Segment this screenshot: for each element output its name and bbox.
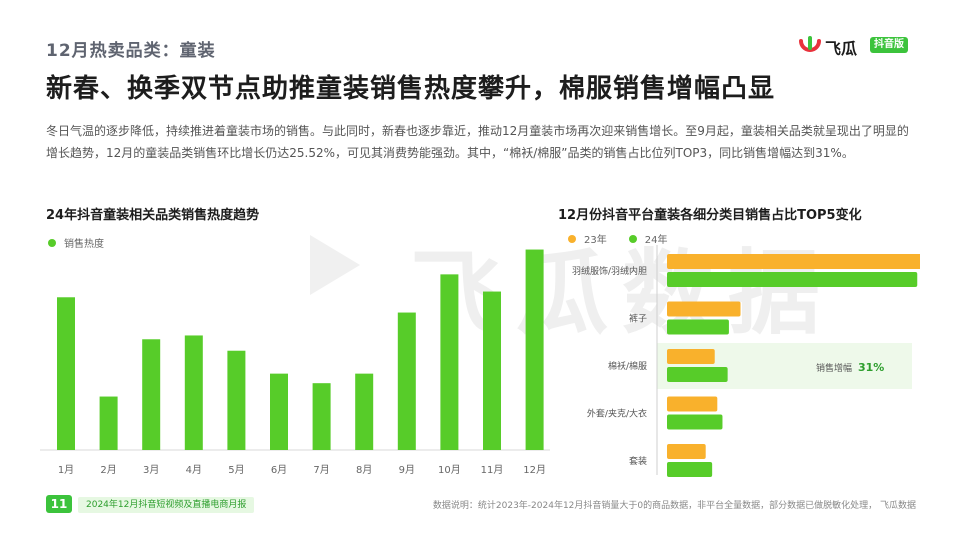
x-tick-label: 6月 xyxy=(271,464,287,476)
bar-24年-1 xyxy=(667,272,918,287)
bar-24年-3 xyxy=(667,367,728,382)
category-label: 裤子 xyxy=(629,313,647,325)
bar-9 xyxy=(397,312,416,450)
bar-4 xyxy=(184,335,203,450)
page-number: 11 xyxy=(46,495,72,513)
bar-5 xyxy=(227,350,246,450)
legend-label-2024: 24年 xyxy=(644,235,668,246)
right-chart-title: 12月份抖音平台童装各细分类目销售占比TOP5变化 xyxy=(558,208,862,223)
bar-6 xyxy=(270,373,288,450)
monthly-heat-chart: 1月 2月 3月 4月 5月 6月 7月 8月 9月 10月 11月 12月 xyxy=(40,249,550,476)
right-chart-legend: 23年 24年 xyxy=(568,231,689,246)
legend-dot-orange xyxy=(568,234,576,243)
report-name: 2024年12月抖音短视频及直播电商月报 xyxy=(78,497,255,513)
bar-12 xyxy=(525,249,544,450)
x-tick-label: 5月 xyxy=(228,464,244,476)
legend-dot-green-2 xyxy=(628,234,637,243)
bar-1 xyxy=(57,297,75,450)
bar-2 xyxy=(99,396,118,450)
bar-7 xyxy=(312,383,331,450)
brand-name: 飞瓜 xyxy=(825,39,858,58)
section-title: 12月热卖品类：童装 xyxy=(46,41,216,61)
bar-23年-4 xyxy=(667,396,718,412)
data-note: 数据说明：统计2023年-2024年12月抖音销量大于0的商品数据，非平台全量数… xyxy=(432,501,916,511)
brand-logo: 飞瓜 抖音版 xyxy=(798,34,918,58)
bar-23年-2 xyxy=(667,301,741,317)
annotation-label: 销售增幅 xyxy=(816,362,852,374)
left-chart-legend: 销售热度 xyxy=(48,235,104,250)
bar-8 xyxy=(355,373,374,450)
x-tick-label: 4月 xyxy=(186,464,202,476)
legend-label-2023: 23年 xyxy=(584,235,607,246)
bar-24年-4 xyxy=(667,414,723,430)
bar-23年-5 xyxy=(667,444,706,459)
bar-24年-2 xyxy=(667,319,729,335)
bar-23年-3 xyxy=(667,349,715,364)
legend-label-heat: 销售热度 xyxy=(64,239,104,250)
bar-24年-5 xyxy=(667,462,713,477)
category-label: 外套/夹克/大衣 xyxy=(587,408,647,420)
legend-item-2023: 23年 xyxy=(568,231,607,246)
x-tick-label: 7月 xyxy=(313,464,329,476)
bar-23年-1 xyxy=(667,254,920,269)
legend-dot-green xyxy=(48,238,56,247)
left-chart-title: 24年抖音童装相关品类销售热度趋势 xyxy=(46,208,260,223)
x-tick-label: 9月 xyxy=(399,464,415,476)
page-headline: 新春、换季双节点助推童装销售热度攀升，棉服销售增幅凸显 xyxy=(46,74,776,104)
legend-item-2024: 24年 xyxy=(628,231,668,246)
brand-badge: 抖音版 xyxy=(870,37,908,53)
x-tick-label: 10月 xyxy=(438,464,461,476)
x-tick-label: 3月 xyxy=(143,464,159,476)
annotation-value: 31% xyxy=(858,361,884,374)
body-paragraph: 冬日气温的逐步降低，持续推进着童装市场的销售。与此同时，新春也逐步靠近，推动12… xyxy=(46,124,909,160)
bar-3 xyxy=(142,339,161,450)
category-label: 棉袄/棉服 xyxy=(608,360,647,372)
x-tick-label: 2月 xyxy=(100,464,116,476)
bar-10 xyxy=(440,274,459,450)
x-tick-label: 11月 xyxy=(481,464,504,476)
category-label: 套装 xyxy=(629,455,647,467)
bar-11 xyxy=(483,291,501,450)
category-label: 羽绒服饰/羽绒内胆 xyxy=(572,265,647,277)
x-tick-label: 8月 xyxy=(356,464,372,476)
melon-logo-icon xyxy=(799,36,821,52)
x-tick-label: 1月 xyxy=(58,464,74,476)
x-tick-label: 12月 xyxy=(523,464,546,476)
